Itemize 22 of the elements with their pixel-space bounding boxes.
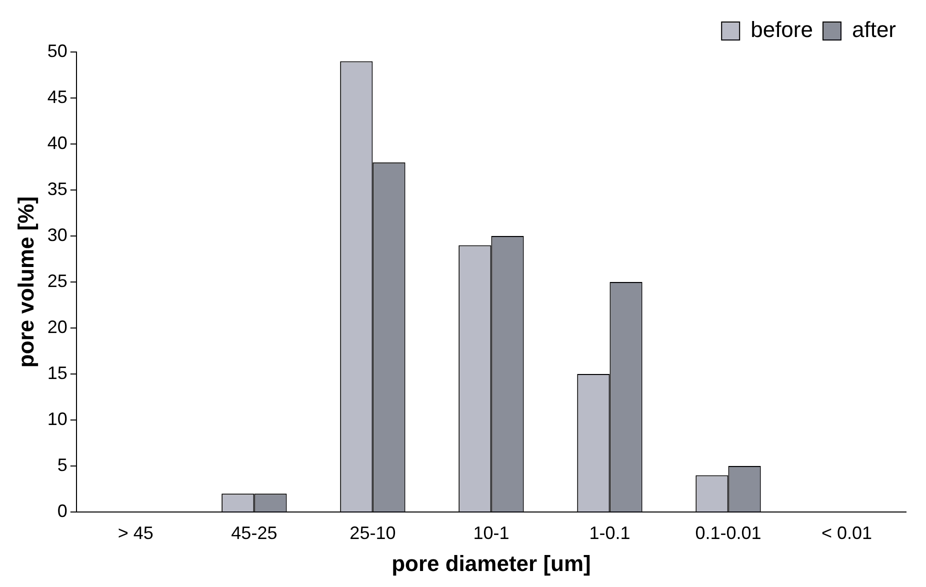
- legend-label: before: [750, 17, 813, 42]
- y-tick-label: 10: [47, 408, 68, 429]
- x-tick-label: < 0.01: [821, 522, 872, 543]
- y-tick-label: 20: [47, 316, 68, 337]
- x-tick-label: 45-25: [231, 522, 278, 543]
- x-tick-label: > 45: [118, 522, 154, 543]
- y-tick-label: 40: [47, 132, 68, 153]
- x-tick-label: 0.1-0.01: [695, 522, 762, 543]
- y-tick-label: 15: [47, 362, 68, 383]
- y-tick-label: 25: [47, 270, 68, 291]
- y-tick-label: 30: [47, 224, 68, 245]
- x-tick-label: 10-1: [473, 522, 510, 543]
- y-tick-label: 50: [47, 40, 68, 61]
- y-tick-label: 5: [57, 454, 68, 475]
- y-tick-label: 45: [47, 86, 68, 107]
- legend-label: after: [852, 17, 896, 42]
- x-tick-label: 1-0.1: [589, 522, 630, 543]
- x-tick-label: 25-10: [350, 522, 396, 543]
- y-tick-label: 0: [57, 500, 68, 521]
- y-axis-title: pore volume [%]: [13, 196, 38, 368]
- x-axis-title: pore diameter [um]: [392, 550, 591, 576]
- y-tick-label: 35: [47, 178, 68, 199]
